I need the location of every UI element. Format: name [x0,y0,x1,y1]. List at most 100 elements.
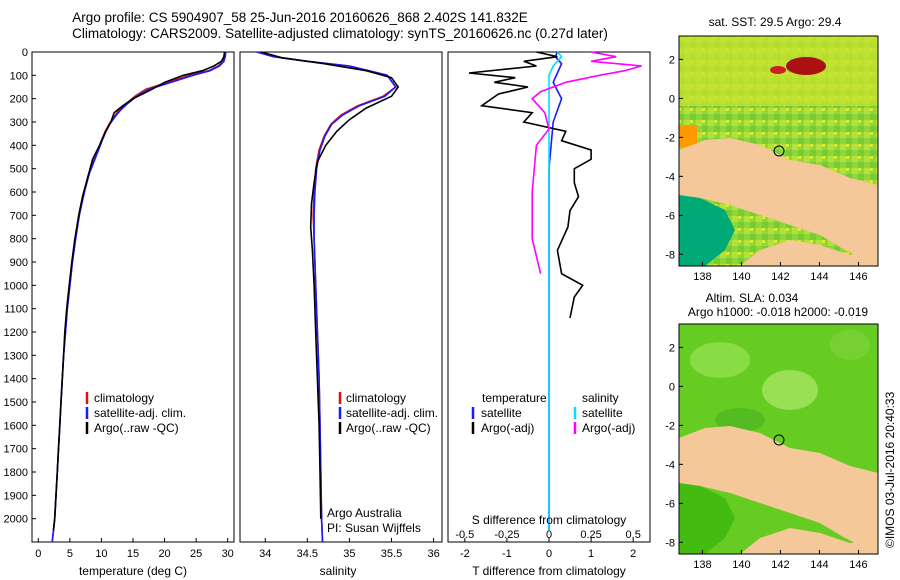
x-tick-label: 36 [427,548,439,560]
temperature-legend-satellite: satellite-adj. clim. [94,406,186,420]
difference-legend-salinity-head: salinity [582,391,619,405]
salinity-legend: climatology satellite-adj. clim. Argo(..… [338,391,438,435]
x-tick-label: 5 [67,548,73,560]
map-lon-tick-label: 138 [693,559,711,571]
map-lat-tick-label: 0 [669,93,675,105]
sst-land-south [740,240,878,266]
depth-tick-label: 1100 [4,304,28,316]
depth-tick-label: 1200 [4,327,28,339]
temperature-series [51,51,227,543]
salinity-note-pi: PI: Susan Wijffels [327,521,421,535]
map-lat-tick-label: -4 [665,459,675,471]
sla-map-title-1: Altim. SLA: 0.034 [706,291,799,305]
s-diff-tick-label: 0 [546,529,552,541]
sst-land-new-guinea [679,138,878,266]
salinity-argo-line [260,51,400,519]
sst-map: sat. SST: 29.5 Argo: 29.4 138 140 142 144 14… [665,15,879,283]
salinity-note-agency: Argo Australia [327,506,402,520]
salinity-x-axis-label: salinity [320,564,357,578]
depth-tick-label: 100 [10,70,28,82]
x-tick-label: 0 [546,548,552,560]
map-lon-tick-label: 138 [693,271,711,283]
map-lat-tick-label: -4 [665,171,675,183]
x-tick-label: 1 [588,548,594,560]
depth-tick-label: 1600 [4,420,28,432]
sla-map-y-ticks: 2 0 -2 -4 -6 -8 [665,342,683,549]
temperature-legend: climatology satellite-adj. clim. Argo(..… [85,391,186,435]
depth-tick-label: 2000 [4,514,28,526]
x-tick-label: 34.5 [297,548,318,560]
salinity-legend-climatology: climatology [346,391,406,405]
s-diff-satellite-line [548,51,563,531]
depth-tick-label: 300 [10,117,28,129]
s-diff-tick-label: -0.5 [455,529,474,541]
difference-legend-s-argo: Argo(-adj) [582,421,635,435]
depth-tick-label: 0 [22,47,28,59]
difference-t-ticks: -2 -1 0 1 2 [460,538,636,560]
x-tick-label: 15 [127,548,139,560]
x-tick-label: 34 [259,548,271,560]
map-lat-tick-label: -8 [665,537,675,549]
difference-panel: -2 -1 0 1 2 -0.5 -0.25 0 0.25 0.5 S difference f… [447,51,651,578]
map-lat-tick-label: -2 [665,132,675,144]
sst-map-title: sat. SST: 29.5 Argo: 29.4 [709,15,842,29]
x-tick-label: 35 [343,548,355,560]
difference-legend-s-satellite: satellite [582,406,623,420]
difference-x-axis-label: T difference from climatology [472,564,626,578]
map-lon-tick-label: 140 [732,559,750,571]
x-tick-label: -1 [502,548,512,560]
depth-tick-label: 1800 [4,467,28,479]
difference-top-label: S difference from climatology [472,513,627,527]
depth-tick-label: 800 [10,234,28,246]
x-tick-label: 30 [222,548,234,560]
temperature-legend-argo: Argo(..raw -QC) [94,421,179,435]
s-diff-tick-label: 0.5 [626,529,641,541]
map-lat-tick-label: 2 [669,54,675,66]
salinity-panel: 34 34.5 35 35.5 36 salinity climatology sate… [239,51,443,578]
temperature-x-axis-label: temperature (deg C) [79,564,187,578]
temperature-legend-climatology: climatology [94,391,154,405]
depth-tick-label: 700 [10,210,28,222]
x-tick-label: 35.5 [381,548,402,560]
depth-tick-label: 900 [10,257,28,269]
sla-land-south [740,528,878,554]
x-tick-label: 10 [95,548,107,560]
depth-tick-label: 1400 [4,374,28,386]
x-tick-label: 20 [158,548,170,560]
map-lon-tick-label: 142 [771,271,789,283]
difference-legend-t-argo: Argo(-adj) [481,421,534,435]
sst-float-position [773,145,785,157]
map-lat-tick-label: -2 [665,420,675,432]
depth-tick-label: 200 [10,94,28,106]
map-lat-tick-label: -6 [665,498,675,510]
depth-tick-label: 1500 [4,397,28,409]
sla-map: Altim. SLA: 0.034 Argo h1000: -0.018 h20… [665,291,879,571]
map-lon-tick-label: 146 [849,271,867,283]
salinity-legend-satellite: satellite-adj. clim. [346,406,438,420]
map-lon-tick-label: 142 [771,559,789,571]
s-diff-argo-line [531,51,642,274]
depth-tick-label: 1700 [4,444,28,456]
s-diff-tick-label: 0.25 [580,529,601,541]
difference-series [468,51,642,531]
difference-legend-t-satellite: satellite [481,406,522,420]
difference-s-ticks: -0.5 -0.25 0 0.25 0.5 [455,529,640,541]
map-lon-tick-label: 140 [732,271,750,283]
sla-float-position [773,434,785,446]
map-lat-tick-label: 2 [669,342,675,354]
x-tick-label: -2 [460,548,470,560]
t-diff-argo-line [468,51,592,319]
s-diff-tick-label: -0.25 [494,529,519,541]
sst-map-y-ticks: 2 0 -2 -4 -6 -8 [665,54,683,261]
imos-credit: ©IMOS 03-Jul-2016 20:40:33 [883,391,897,548]
sla-map-x-ticks: 138 140 142 144 146 [693,550,868,571]
map-lon-tick-label: 144 [810,559,828,571]
difference-legend: temperature salinity satellite Argo(-adj… [471,391,635,435]
depth-tick-label: 1300 [4,350,28,362]
depth-tick-label: 1000 [4,280,28,292]
salinity-legend-argo: Argo(..raw -QC) [346,421,431,435]
sst-map-x-ticks: 138 140 142 144 146 [693,262,868,283]
map-lat-tick-label: 0 [669,381,675,393]
salinity-x-ticks: 34 34.5 35 35.5 36 [259,538,440,560]
x-tick-label: 25 [190,548,202,560]
